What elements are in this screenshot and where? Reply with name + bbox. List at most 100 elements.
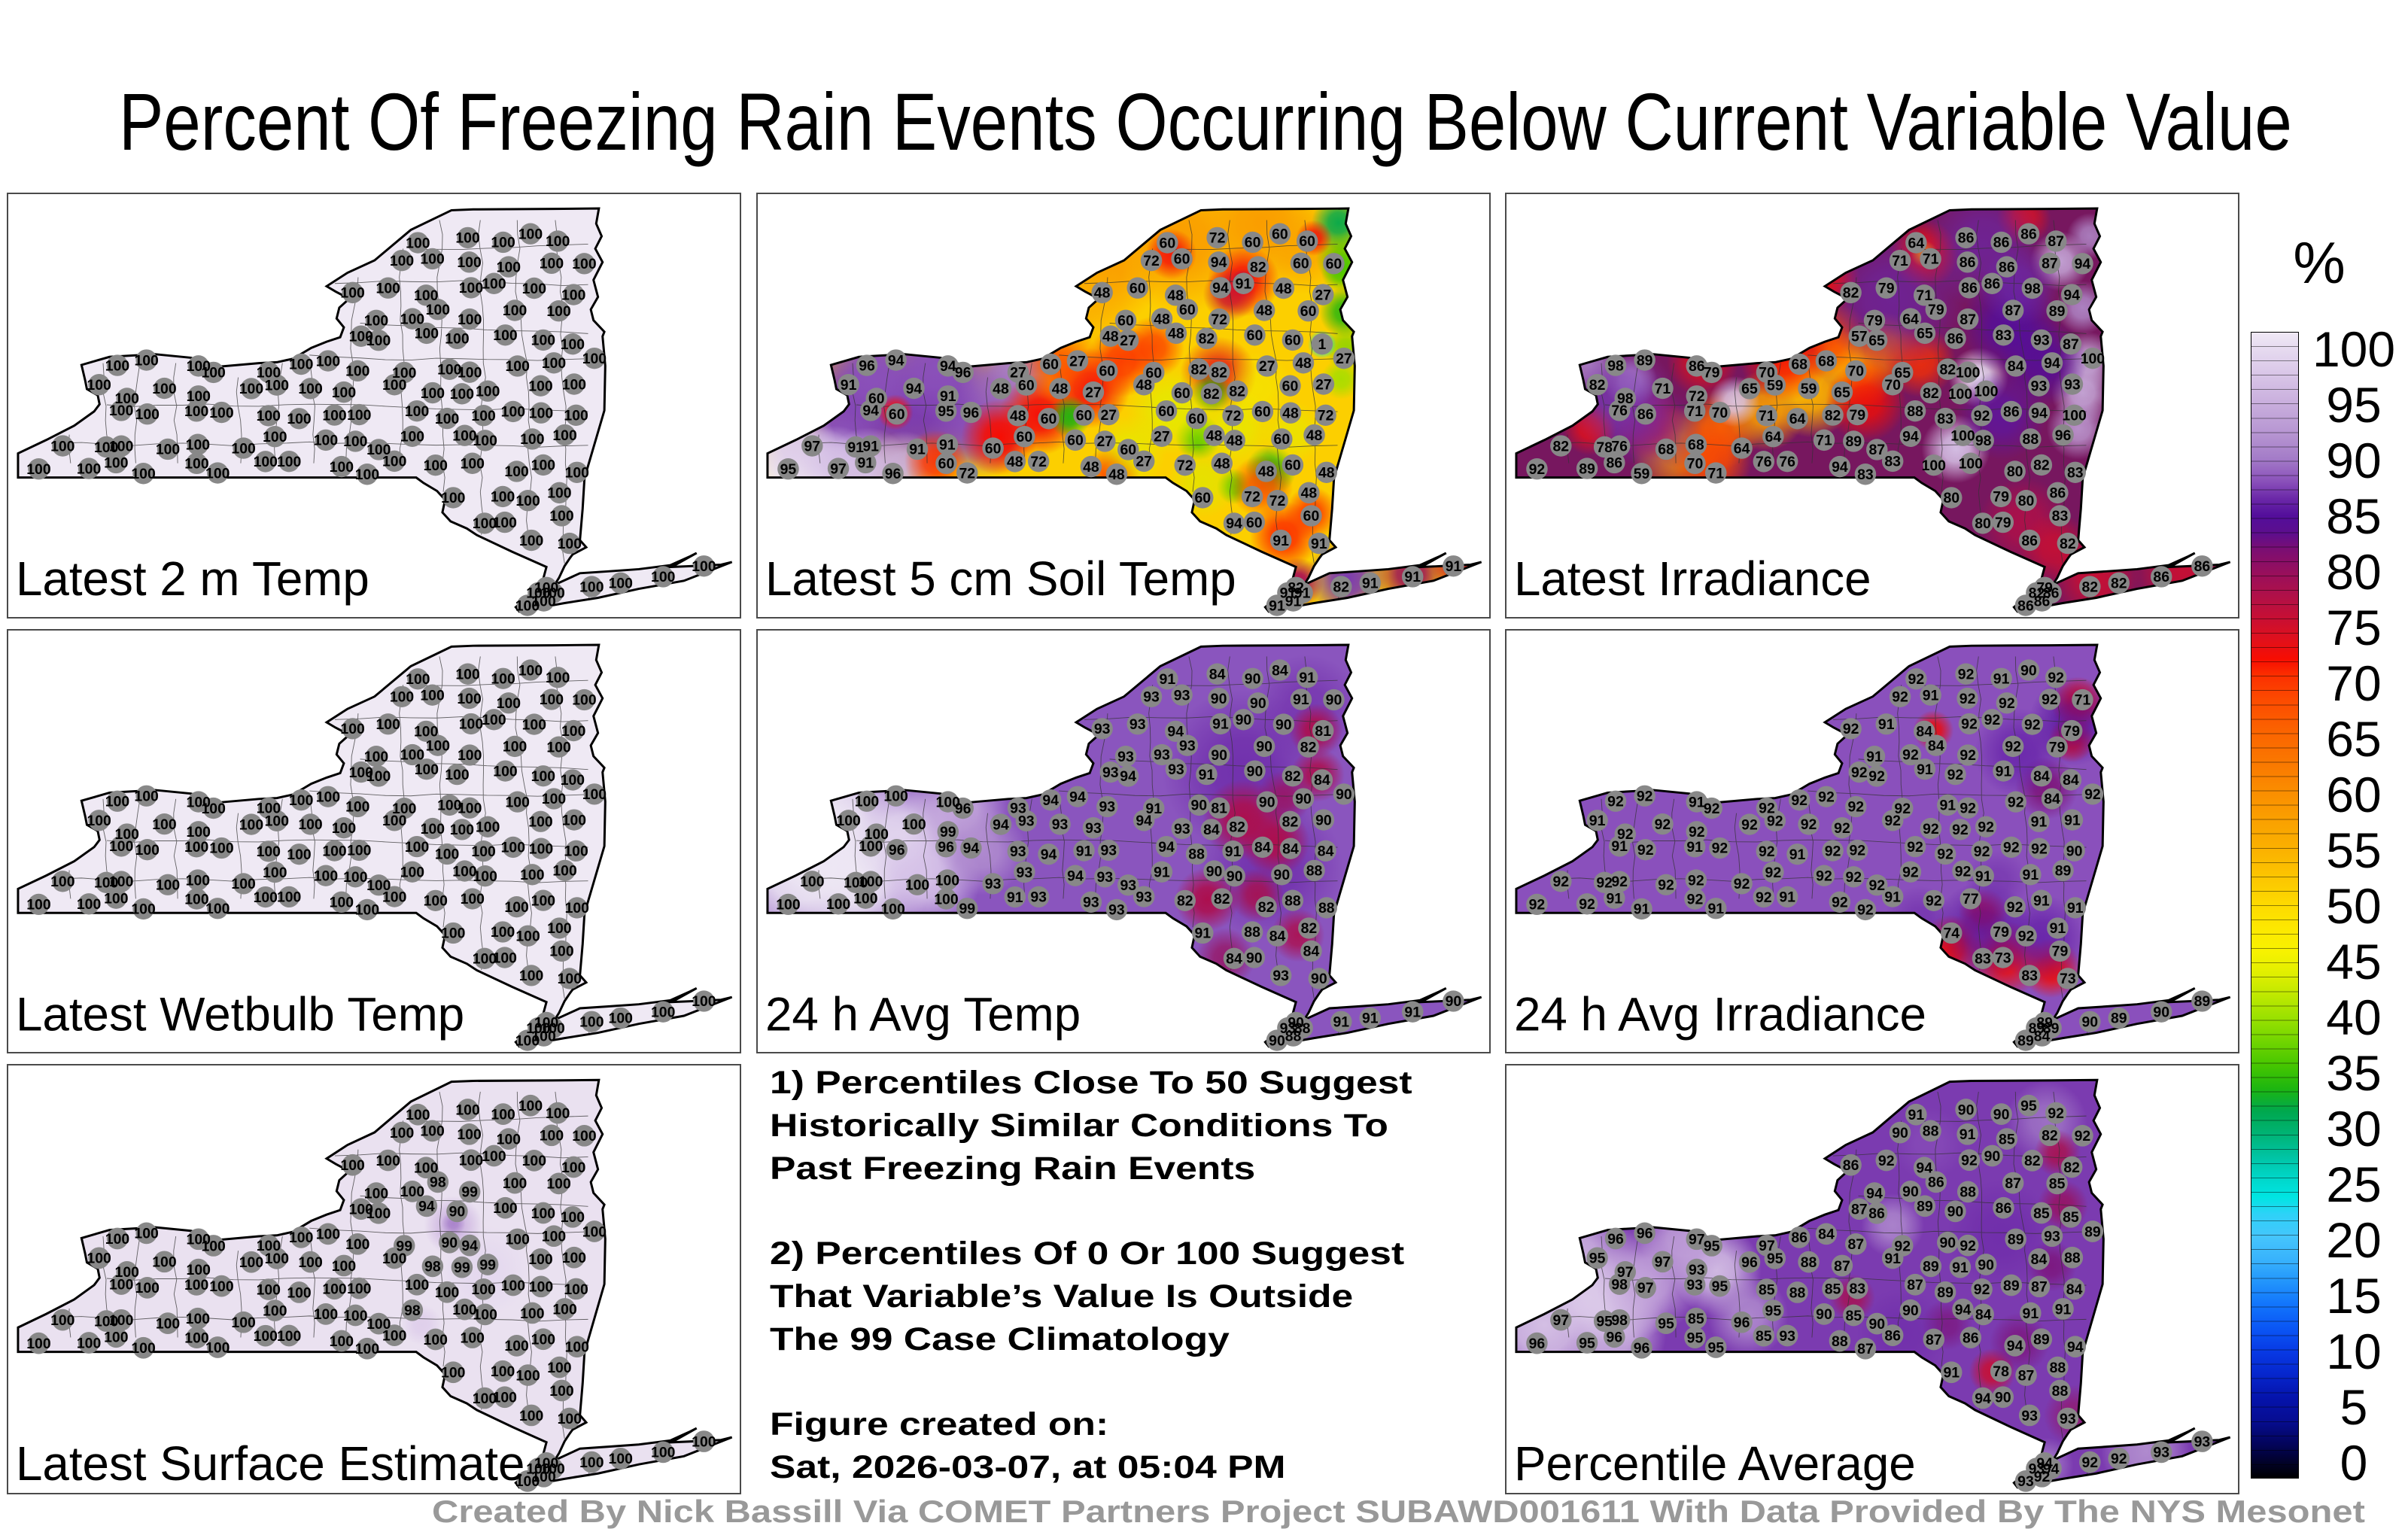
svg-text:100: 100 (529, 406, 553, 422)
svg-text:90: 90 (1275, 716, 1292, 733)
svg-text:96: 96 (1529, 1336, 1546, 1352)
svg-text:98: 98 (404, 1302, 421, 1319)
svg-text:100: 100 (94, 875, 118, 892)
svg-text:91: 91 (841, 377, 857, 394)
svg-text:97: 97 (1689, 1232, 1705, 1248)
svg-text:100: 100 (50, 874, 74, 890)
svg-text:100: 100 (201, 1238, 226, 1254)
svg-text:91: 91 (1007, 889, 1023, 906)
svg-text:100: 100 (115, 1264, 140, 1281)
svg-text:89: 89 (2084, 1223, 2101, 1240)
svg-text:100: 100 (482, 276, 506, 293)
svg-text:92: 92 (1688, 872, 1704, 889)
svg-text:87: 87 (2005, 1175, 2021, 1192)
svg-text:100: 100 (435, 847, 459, 863)
svg-text:91: 91 (1404, 1004, 1421, 1020)
svg-text:100: 100 (582, 351, 607, 367)
svg-text:86: 86 (1637, 406, 1654, 423)
svg-text:93: 93 (1100, 843, 1117, 859)
svg-text:92: 92 (1960, 1238, 1976, 1254)
svg-text:48: 48 (1206, 427, 1223, 444)
svg-text:99: 99 (479, 1257, 496, 1273)
svg-text:93: 93 (1052, 816, 1069, 833)
svg-text:100: 100 (390, 1125, 415, 1141)
svg-text:27: 27 (1010, 364, 1026, 381)
svg-text:100: 100 (366, 333, 391, 349)
svg-text:91: 91 (1923, 687, 1939, 704)
svg-text:92: 92 (1884, 813, 1901, 829)
svg-text:100: 100 (2081, 351, 2105, 367)
svg-text:83: 83 (2021, 968, 2038, 984)
svg-text:100: 100 (859, 838, 883, 855)
svg-text:59: 59 (1634, 466, 1650, 482)
svg-text:90: 90 (1336, 786, 1352, 803)
svg-text:99: 99 (940, 824, 956, 840)
svg-text:92: 92 (2111, 1451, 2127, 1467)
svg-text:60: 60 (1272, 226, 1288, 243)
svg-text:83: 83 (2052, 508, 2069, 524)
svg-text:91: 91 (940, 388, 956, 405)
svg-text:100: 100 (692, 1433, 716, 1450)
svg-text:64: 64 (1734, 440, 1750, 457)
svg-text:94: 94 (1158, 839, 1175, 856)
svg-text:92: 92 (1759, 843, 1775, 860)
svg-text:100: 100 (459, 716, 483, 733)
svg-text:91: 91 (1866, 749, 1883, 765)
svg-text:96: 96 (889, 842, 905, 859)
svg-text:100: 100 (406, 235, 430, 251)
svg-text:100: 100 (506, 1232, 531, 1248)
svg-text:83: 83 (1937, 411, 1953, 427)
svg-text:60: 60 (1042, 357, 1059, 373)
svg-text:100: 100 (257, 364, 281, 381)
svg-text:100: 100 (518, 1098, 543, 1114)
svg-text:100: 100 (540, 256, 564, 272)
svg-text:100: 100 (105, 794, 129, 810)
svg-text:96: 96 (1637, 1226, 1653, 1242)
svg-text:91: 91 (1212, 716, 1229, 733)
svg-text:100: 100 (104, 890, 128, 907)
svg-text:100: 100 (332, 820, 356, 837)
svg-text:91: 91 (1285, 593, 1302, 609)
svg-text:88: 88 (1285, 1028, 1302, 1044)
svg-text:91: 91 (1299, 670, 1315, 686)
svg-text:100: 100 (1950, 427, 1975, 444)
svg-text:90: 90 (1978, 1257, 1994, 1273)
svg-text:87: 87 (1834, 1258, 1850, 1275)
svg-text:60: 60 (1067, 433, 1084, 449)
svg-text:100: 100 (651, 1004, 675, 1020)
svg-text:100: 100 (186, 437, 210, 454)
svg-text:94: 94 (963, 840, 980, 857)
svg-text:92: 92 (1974, 843, 1990, 860)
svg-text:100: 100 (77, 460, 101, 477)
svg-text:91: 91 (1272, 533, 1289, 549)
svg-text:71: 71 (1759, 408, 1775, 424)
svg-text:100: 100 (187, 824, 211, 840)
svg-text:48: 48 (1052, 381, 1069, 397)
svg-text:92: 92 (1902, 747, 1919, 764)
svg-text:100: 100 (515, 1032, 540, 1049)
svg-text:90: 90 (1211, 691, 1227, 707)
svg-text:82: 82 (1301, 920, 1318, 937)
svg-text:60: 60 (1017, 429, 1033, 445)
svg-text:92: 92 (1846, 869, 1862, 886)
svg-text:100: 100 (561, 1209, 585, 1226)
svg-text:100: 100 (461, 891, 485, 907)
svg-text:83: 83 (2067, 465, 2084, 482)
svg-text:100: 100 (87, 377, 111, 394)
svg-text:85: 85 (1759, 1281, 1775, 1298)
svg-text:100: 100 (332, 1258, 357, 1275)
svg-text:48: 48 (1295, 355, 1312, 372)
svg-text:82: 82 (2042, 1128, 2058, 1144)
svg-text:93: 93 (1174, 687, 1190, 704)
svg-text:93: 93 (1108, 902, 1125, 919)
svg-text:100: 100 (263, 865, 287, 881)
svg-text:90: 90 (1446, 993, 1462, 1010)
svg-text:100: 100 (1956, 364, 1980, 381)
svg-text:79: 79 (1866, 313, 1883, 330)
svg-text:100: 100 (519, 533, 543, 549)
svg-text:92: 92 (2003, 840, 2020, 856)
svg-text:100: 100 (459, 1153, 484, 1169)
svg-text:85: 85 (1688, 1311, 1704, 1327)
svg-text:92: 92 (1818, 789, 1835, 806)
svg-text:100: 100 (859, 874, 883, 890)
